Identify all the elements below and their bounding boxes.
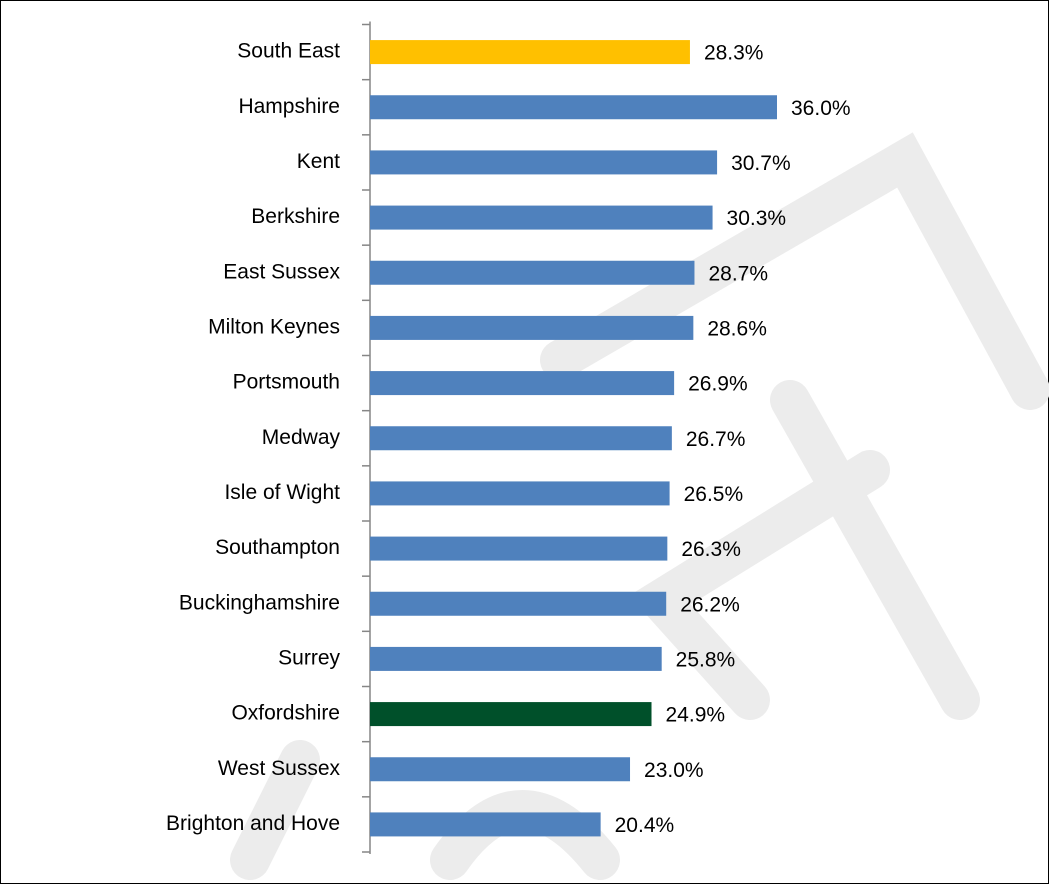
category-label: Buckinghamshire	[179, 591, 340, 614]
category-label: Surrey	[278, 646, 340, 669]
watermark-stroke	[540, 132, 1049, 410]
plot: South East 28.3% Hampshire 36.0% Kent 30.7% Be…	[166, 21, 851, 854]
category-label: Isle of Wight	[224, 481, 340, 504]
bar	[370, 315, 694, 340]
category-label: Medway	[262, 426, 341, 449]
value-label: 36.0%	[791, 97, 851, 120]
value-label: 30.7%	[731, 152, 791, 175]
value-label: 28.6%	[707, 317, 767, 340]
value-label: 24.9%	[666, 704, 726, 727]
value-label: 23.0%	[644, 759, 704, 782]
bar	[370, 205, 713, 230]
bar	[370, 481, 670, 506]
value-label: 26.3%	[681, 538, 741, 561]
value-label: 28.7%	[708, 262, 768, 285]
watermark-stroke	[770, 380, 980, 720]
category-label: Milton Keynes	[208, 315, 340, 338]
bar	[370, 426, 672, 451]
category-label: South East	[237, 40, 340, 63]
category-label: Oxfordshire	[231, 702, 340, 725]
category-label: Kent	[297, 150, 340, 173]
category-label: Hampshire	[238, 95, 340, 118]
category-label: Portsmouth	[233, 371, 340, 394]
bar	[370, 757, 631, 782]
watermark-stroke	[230, 740, 620, 880]
bar	[370, 260, 695, 285]
bar	[370, 646, 662, 671]
bar	[370, 591, 667, 616]
value-label: 26.2%	[680, 593, 740, 616]
value-label: 30.3%	[727, 207, 787, 230]
category-label: Brighton and Hove	[166, 812, 340, 835]
bar	[370, 371, 675, 396]
value-label: 26.7%	[686, 428, 746, 451]
bar	[370, 95, 777, 120]
value-label: 26.5%	[684, 483, 744, 506]
bar	[370, 150, 718, 175]
category-label: West Sussex	[218, 757, 341, 780]
bar	[370, 536, 668, 561]
category-label: Southampton	[215, 536, 340, 559]
bar	[370, 702, 652, 727]
bar	[370, 812, 601, 837]
bar	[370, 40, 690, 65]
value-label: 25.8%	[676, 648, 736, 671]
category-label: Berkshire	[251, 205, 340, 228]
value-label: 26.9%	[688, 373, 748, 396]
value-label: 20.4%	[615, 814, 675, 837]
value-label: 28.3%	[704, 42, 764, 65]
category-label: East Sussex	[223, 260, 340, 283]
